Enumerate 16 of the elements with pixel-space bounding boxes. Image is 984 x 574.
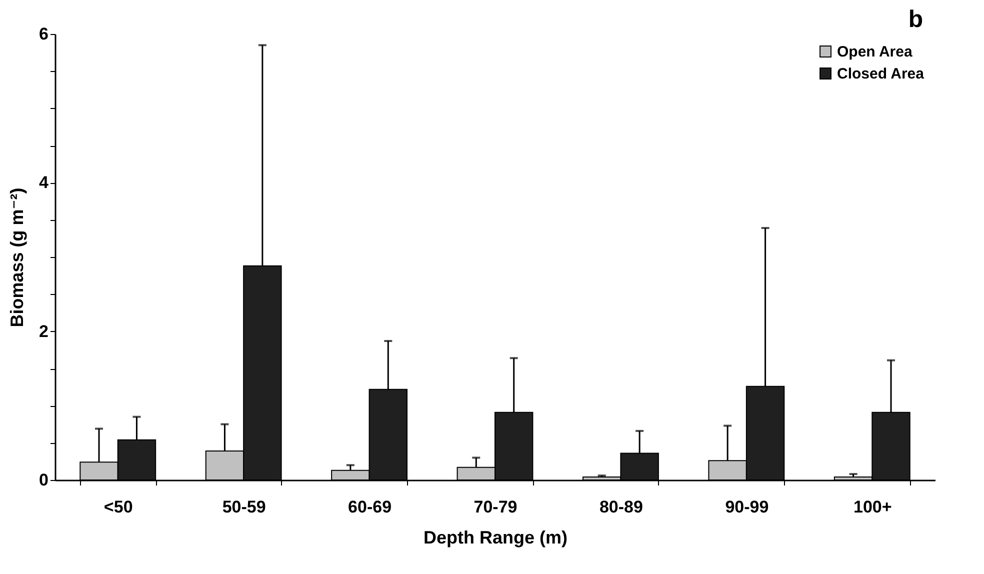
y-tick-label: 6 — [39, 24, 48, 44]
y-axis-title: Biomass (g m⁻²) — [7, 188, 28, 328]
x-axis-title: Depth Range (m) — [424, 528, 568, 548]
x-tick-label: 60-69 — [348, 498, 392, 516]
y-tick-label: 0 — [39, 470, 48, 490]
legend-label: Open Area — [837, 44, 913, 60]
x-tick-label: 80-89 — [599, 498, 643, 516]
x-tick-label: 90-99 — [725, 498, 769, 516]
y-tick-label: 2 — [39, 322, 48, 341]
x-tick-label: 50-59 — [222, 498, 266, 516]
x-tick-label: 70-79 — [474, 498, 518, 516]
x-tick-label: <50 — [104, 498, 133, 516]
x-tick-label: 100+ — [853, 498, 892, 516]
legend-label: Closed Area — [837, 66, 925, 82]
text: b — [908, 6, 923, 33]
y-tick-label: 4 — [39, 173, 50, 192]
